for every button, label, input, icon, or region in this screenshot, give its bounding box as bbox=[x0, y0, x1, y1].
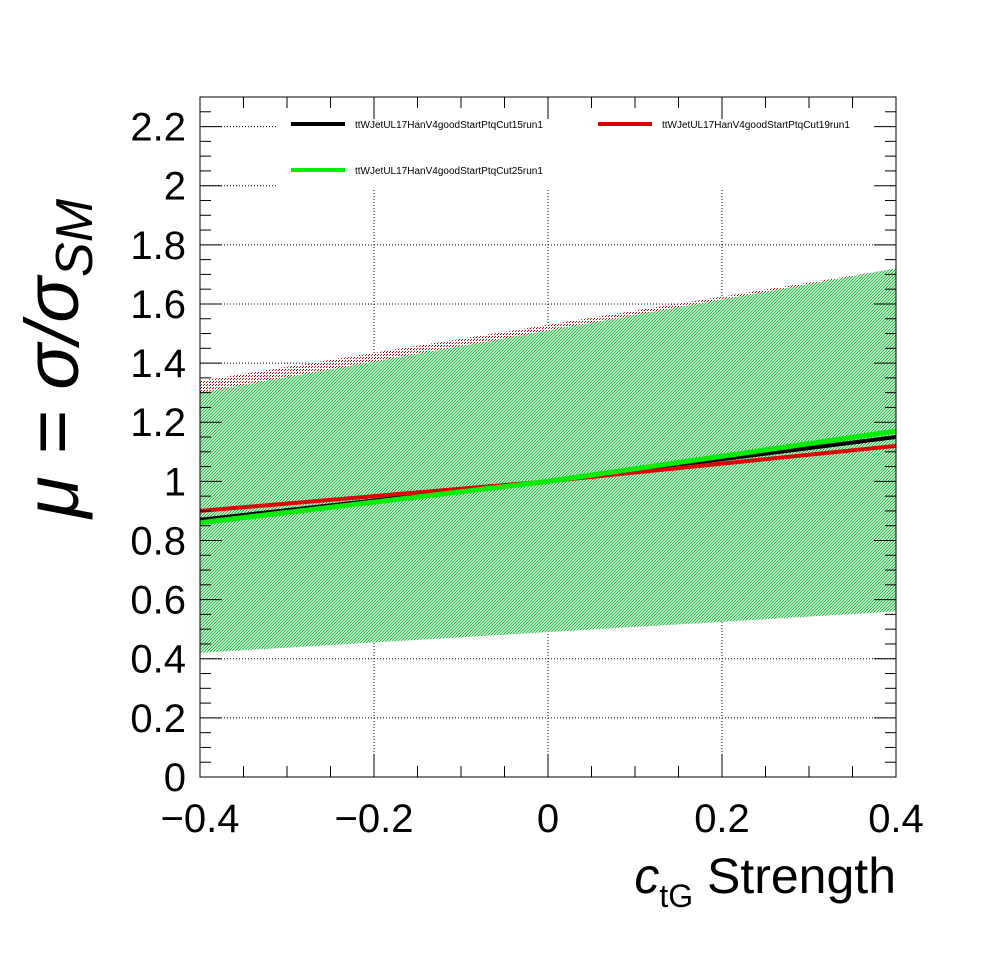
axis-ticks bbox=[199, 96, 897, 778]
y-tick-label: 1.8 bbox=[130, 224, 186, 268]
legend-box bbox=[278, 104, 888, 189]
x-tick-label: −0.2 bbox=[335, 797, 414, 841]
x-tick-label: 0.2 bbox=[694, 797, 750, 841]
y-tick-label: 1.4 bbox=[130, 342, 186, 386]
legend: ttWJetUL17HanV4goodStartPtqCut15run1 ttWJ… bbox=[278, 104, 888, 189]
y-tick-label: 2 bbox=[164, 165, 186, 209]
legend-label: ttWJetUL17HanV4goodStartPtqCut25run1 bbox=[355, 166, 543, 177]
y-tick-label: 1 bbox=[164, 460, 186, 504]
y-tick-label: 0.4 bbox=[130, 638, 186, 682]
y-tick-label: 1.6 bbox=[130, 283, 186, 327]
x-tick-label: −0.4 bbox=[161, 797, 240, 841]
y-tick-label: 0.8 bbox=[130, 519, 186, 563]
uncertainty-bands bbox=[200, 268, 896, 653]
y-tick-label: 0.2 bbox=[130, 697, 186, 741]
x-axis-title-sub: tG bbox=[659, 878, 693, 914]
x-tick-label: 0 bbox=[537, 797, 559, 841]
x-axis-title-main: c bbox=[634, 848, 659, 904]
uncertainty-band-2 bbox=[200, 268, 896, 653]
y-axis-title-sub: SM bbox=[46, 198, 104, 277]
y-tick-label: 1.2 bbox=[130, 401, 186, 445]
legend-label: ttWJetUL17HanV4goodStartPtqCut15run1 bbox=[355, 120, 543, 131]
x-tick-label: 0.4 bbox=[868, 797, 924, 841]
y-tick-label: 2.2 bbox=[130, 106, 186, 150]
x-axis-title: ctG Strength bbox=[634, 848, 896, 914]
y-tick-label: 0 bbox=[164, 756, 186, 800]
data-point bbox=[546, 479, 550, 483]
tick-labels: 0 0.2 0.4 0.6 0.8 1 1.2 1.4 1.6 1.8 2 2.2 −0.4 −0.2 0 0… bbox=[130, 106, 923, 841]
y-axis-title-main: μ = σ/σ bbox=[10, 274, 95, 520]
x-axis-title-suffix: Strength bbox=[693, 848, 896, 904]
y-tick-label: 0.6 bbox=[130, 579, 186, 623]
legend-label: ttWJetUL17HanV4goodStartPtqCut19run1 bbox=[662, 120, 850, 131]
y-axis-title: μ = σ/σSM bbox=[10, 198, 104, 520]
